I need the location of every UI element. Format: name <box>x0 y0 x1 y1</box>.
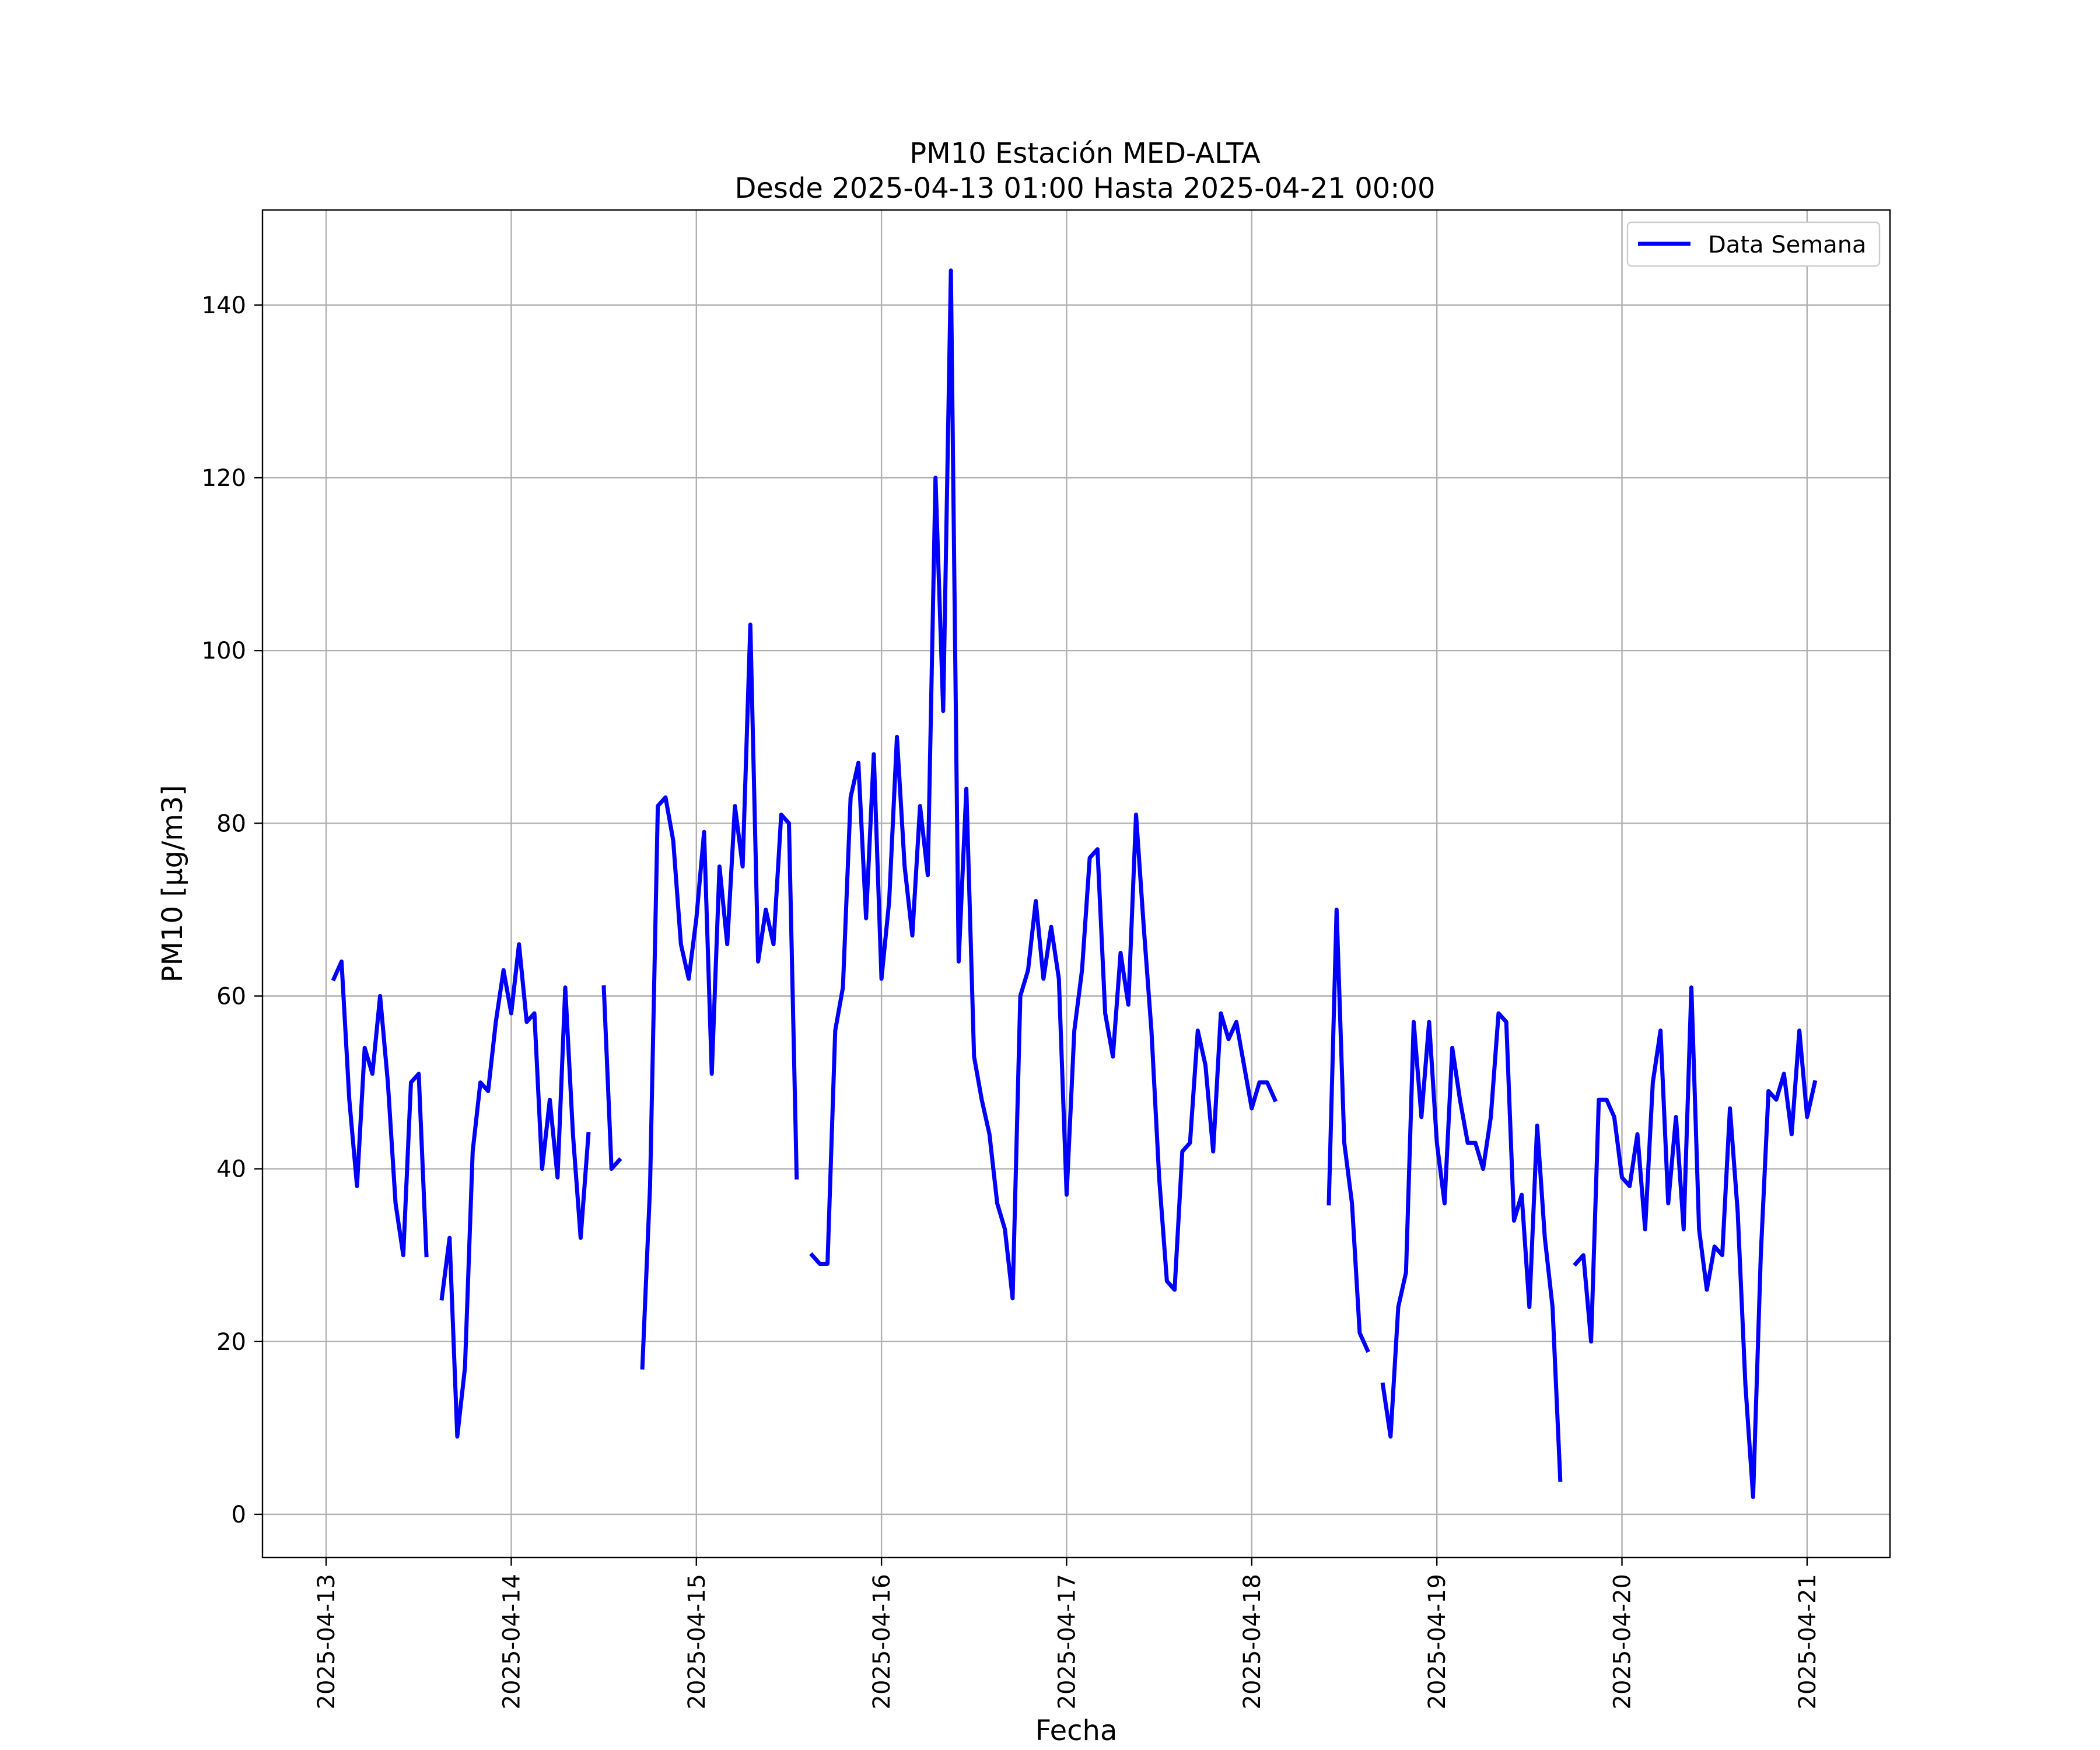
x-tick-label: 2025-04-21 <box>1794 1574 1821 1709</box>
grid-lines <box>262 210 1890 1558</box>
axis-ticks: 2025-04-13 2025-04-14 2025-04-15 2025-04-16… <box>202 292 1821 1710</box>
x-axis-label: Fecha <box>1035 1714 1118 1747</box>
x-tick-label: 2025-04-14 <box>498 1574 525 1709</box>
x-tick-label: 2025-04-17 <box>1054 1574 1080 1709</box>
x-tick-label: 2025-04-20 <box>1609 1574 1636 1709</box>
x-tick-label: 2025-04-13 <box>313 1574 340 1709</box>
legend-frame <box>1626 221 1881 267</box>
legend-label: Data Semana <box>1708 232 1867 258</box>
y-tick-label: 40 <box>216 1156 246 1183</box>
y-tick-label: 20 <box>216 1329 246 1356</box>
series-line <box>331 268 1818 1499</box>
x-tick-label: 2025-04-19 <box>1424 1574 1451 1709</box>
plot-frame <box>261 209 1891 1559</box>
x-tick-label: 2025-04-16 <box>869 1574 895 1709</box>
y-axis-label: PM10 [μg/m3] <box>156 785 189 983</box>
y-tick-label: 100 <box>202 638 246 664</box>
chart-title: PM10 Estación MED-ALTA <box>909 137 1261 170</box>
y-tick-label: 0 <box>232 1502 246 1528</box>
chart-subtitle: Desde 2025-04-13 01:00 Hasta 2025-04-21 … <box>734 172 1435 205</box>
data-series <box>331 268 1818 1499</box>
y-tick-label: 140 <box>202 292 246 319</box>
y-tick-label: 60 <box>216 984 246 1010</box>
y-tick-label: 120 <box>202 465 246 492</box>
legend: Data Semana <box>1626 221 1881 267</box>
y-tick-label: 80 <box>216 810 246 837</box>
plot-area-background <box>262 210 1890 1558</box>
x-tick-label: 2025-04-15 <box>684 1574 710 1709</box>
x-tick-label: 2025-04-18 <box>1239 1574 1266 1709</box>
